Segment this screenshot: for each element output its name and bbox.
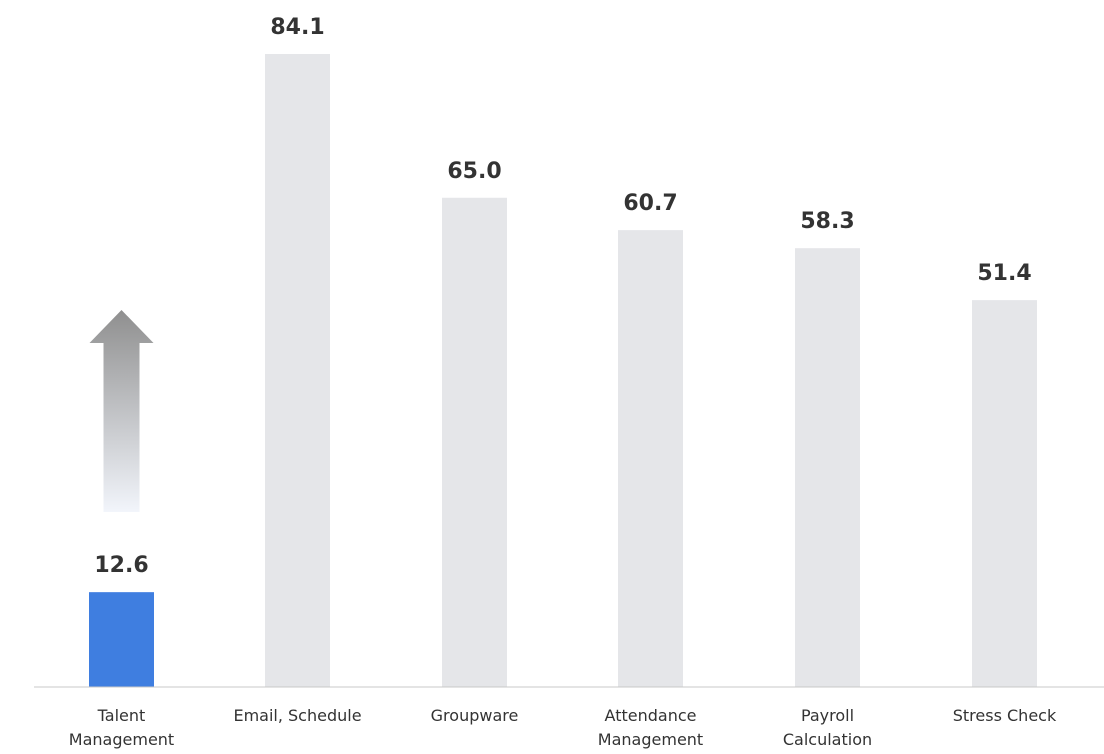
- category-label-3: Attendance Management: [598, 706, 703, 749]
- bar-3: [618, 230, 683, 687]
- bar-4: [795, 248, 860, 687]
- value-label-1: 84.1: [270, 15, 324, 40]
- category-label-5: Stress Check: [953, 706, 1057, 725]
- bar-5: [972, 300, 1037, 687]
- category-label-0: Talent Management: [69, 706, 174, 749]
- bar-0: [89, 592, 154, 687]
- value-label-0: 12.6: [94, 553, 148, 578]
- bar-2: [442, 197, 507, 688]
- category-label-1: Email, Schedule: [233, 706, 361, 725]
- value-label-2: 65.0: [447, 159, 501, 184]
- value-label-3: 60.7: [623, 191, 677, 216]
- category-label-2: Groupware: [431, 706, 519, 725]
- up-arrow-icon: [89, 310, 154, 512]
- value-label-5: 51.4: [977, 261, 1031, 286]
- bar-1: [265, 54, 330, 687]
- value-label-4: 58.3: [800, 209, 854, 234]
- category-label-4: Payroll Calculation: [783, 706, 872, 749]
